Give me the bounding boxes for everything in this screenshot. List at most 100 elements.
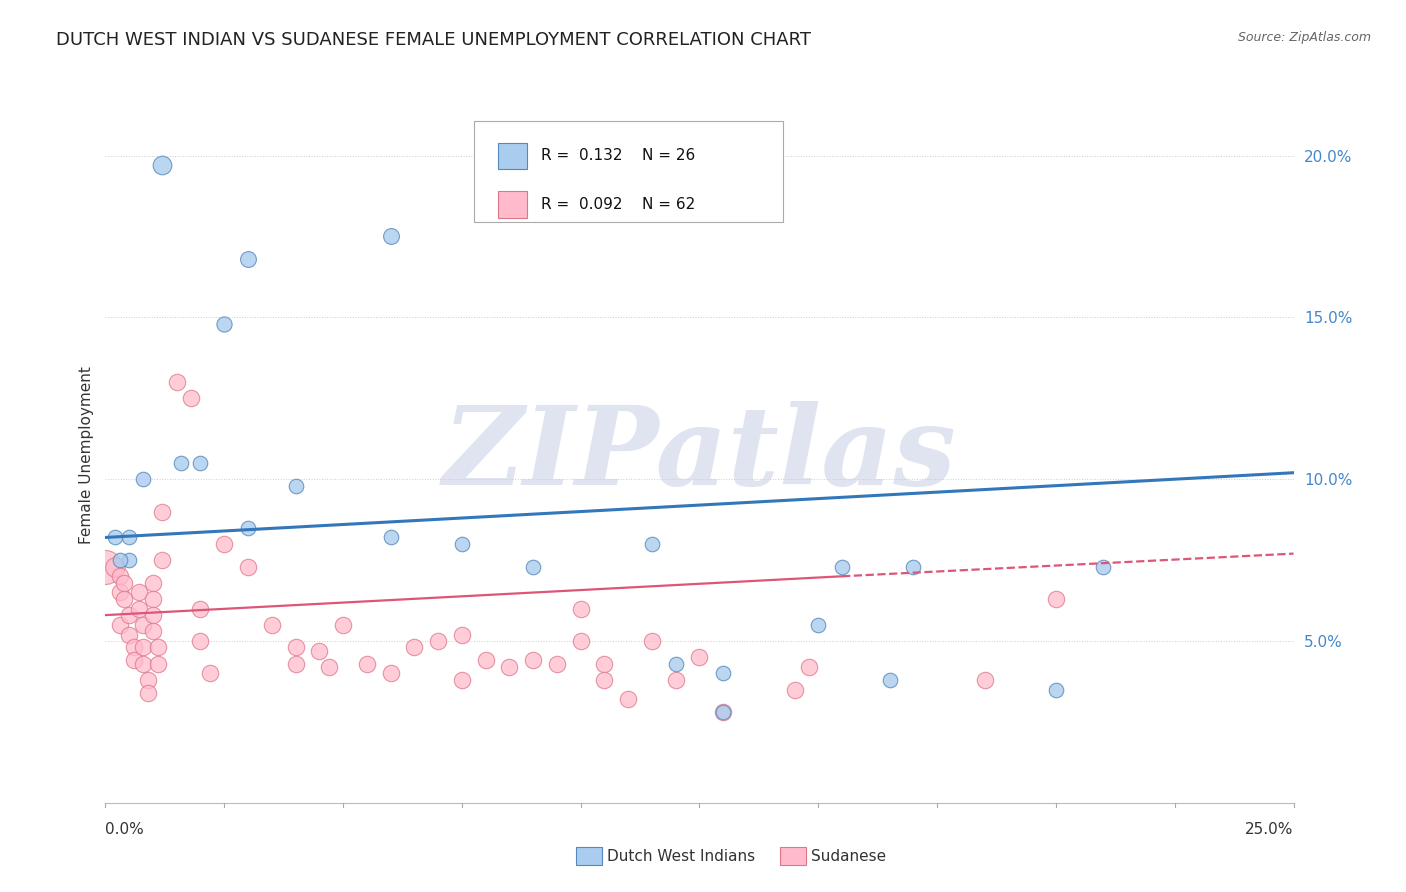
- Point: [641, 634, 664, 648]
- Point: [152, 553, 174, 567]
- Point: [146, 640, 169, 655]
- Y-axis label: Female Unemployment: Female Unemployment: [79, 366, 94, 544]
- Point: [132, 472, 155, 486]
- Point: [318, 660, 340, 674]
- Point: [132, 640, 155, 655]
- Text: DUTCH WEST INDIAN VS SUDANESE FEMALE UNEMPLOYMENT CORRELATION CHART: DUTCH WEST INDIAN VS SUDANESE FEMALE UNE…: [56, 31, 811, 49]
- Point: [236, 521, 259, 535]
- Point: [190, 634, 212, 648]
- Point: [214, 537, 236, 551]
- Point: [152, 158, 174, 172]
- Point: [450, 673, 472, 687]
- Point: [356, 657, 378, 671]
- Point: [1092, 559, 1115, 574]
- Point: [128, 585, 150, 599]
- Point: [108, 585, 131, 599]
- Point: [711, 666, 734, 681]
- Point: [711, 705, 734, 719]
- Text: R =  0.092    N = 62: R = 0.092 N = 62: [541, 197, 696, 212]
- Point: [903, 559, 925, 574]
- Point: [142, 575, 165, 590]
- Point: [166, 375, 188, 389]
- Point: [132, 657, 155, 671]
- Point: [108, 569, 131, 583]
- Point: [118, 531, 141, 545]
- Point: [190, 601, 212, 615]
- Point: [973, 673, 995, 687]
- Point: [380, 666, 402, 681]
- Point: [689, 650, 711, 665]
- Point: [380, 531, 402, 545]
- Point: [569, 634, 592, 648]
- Point: [284, 478, 307, 492]
- Text: Source: ZipAtlas.com: Source: ZipAtlas.com: [1237, 31, 1371, 45]
- Point: [260, 617, 283, 632]
- Point: [198, 666, 221, 681]
- Point: [308, 643, 330, 657]
- Point: [108, 553, 131, 567]
- Point: [284, 657, 307, 671]
- Point: [797, 660, 820, 674]
- Point: [170, 456, 193, 470]
- Point: [114, 575, 136, 590]
- Point: [146, 657, 169, 671]
- Point: [807, 617, 830, 632]
- Point: [522, 653, 544, 667]
- Point: [427, 634, 450, 648]
- Point: [332, 617, 354, 632]
- Point: [593, 657, 616, 671]
- Point: [474, 653, 496, 667]
- Point: [136, 686, 159, 700]
- FancyBboxPatch shape: [474, 121, 783, 222]
- Point: [1045, 591, 1067, 606]
- Point: [665, 673, 688, 687]
- Text: 0.0%: 0.0%: [105, 822, 145, 837]
- Point: [118, 608, 141, 623]
- Point: [104, 531, 127, 545]
- Point: [879, 673, 901, 687]
- Point: [152, 504, 174, 518]
- Text: 25.0%: 25.0%: [1246, 822, 1294, 837]
- Point: [180, 392, 202, 406]
- Point: [142, 608, 165, 623]
- Point: [593, 673, 616, 687]
- Text: R =  0.132    N = 26: R = 0.132 N = 26: [541, 148, 696, 163]
- Point: [498, 660, 520, 674]
- Point: [114, 591, 136, 606]
- Point: [118, 553, 141, 567]
- FancyBboxPatch shape: [498, 143, 527, 169]
- Point: [569, 601, 592, 615]
- Point: [122, 640, 145, 655]
- Point: [831, 559, 853, 574]
- Point: [94, 559, 117, 574]
- Point: [404, 640, 426, 655]
- Point: [108, 617, 131, 632]
- Point: [380, 229, 402, 244]
- Point: [783, 682, 806, 697]
- Text: ZIPatlas: ZIPatlas: [443, 401, 956, 508]
- Point: [284, 640, 307, 655]
- Point: [665, 657, 688, 671]
- Point: [711, 705, 734, 719]
- Point: [236, 252, 259, 267]
- Point: [128, 601, 150, 615]
- Point: [122, 653, 145, 667]
- Point: [136, 673, 159, 687]
- Point: [450, 537, 472, 551]
- Point: [546, 657, 568, 671]
- Point: [522, 559, 544, 574]
- Point: [214, 317, 236, 331]
- Point: [641, 537, 664, 551]
- FancyBboxPatch shape: [498, 191, 527, 218]
- Point: [104, 559, 127, 574]
- Point: [236, 559, 259, 574]
- Point: [450, 627, 472, 641]
- Point: [142, 591, 165, 606]
- Point: [118, 627, 141, 641]
- Point: [190, 456, 212, 470]
- Text: Sudanese: Sudanese: [811, 849, 886, 863]
- Text: Dutch West Indians: Dutch West Indians: [607, 849, 755, 863]
- Point: [617, 692, 640, 706]
- Point: [142, 624, 165, 639]
- Point: [132, 617, 155, 632]
